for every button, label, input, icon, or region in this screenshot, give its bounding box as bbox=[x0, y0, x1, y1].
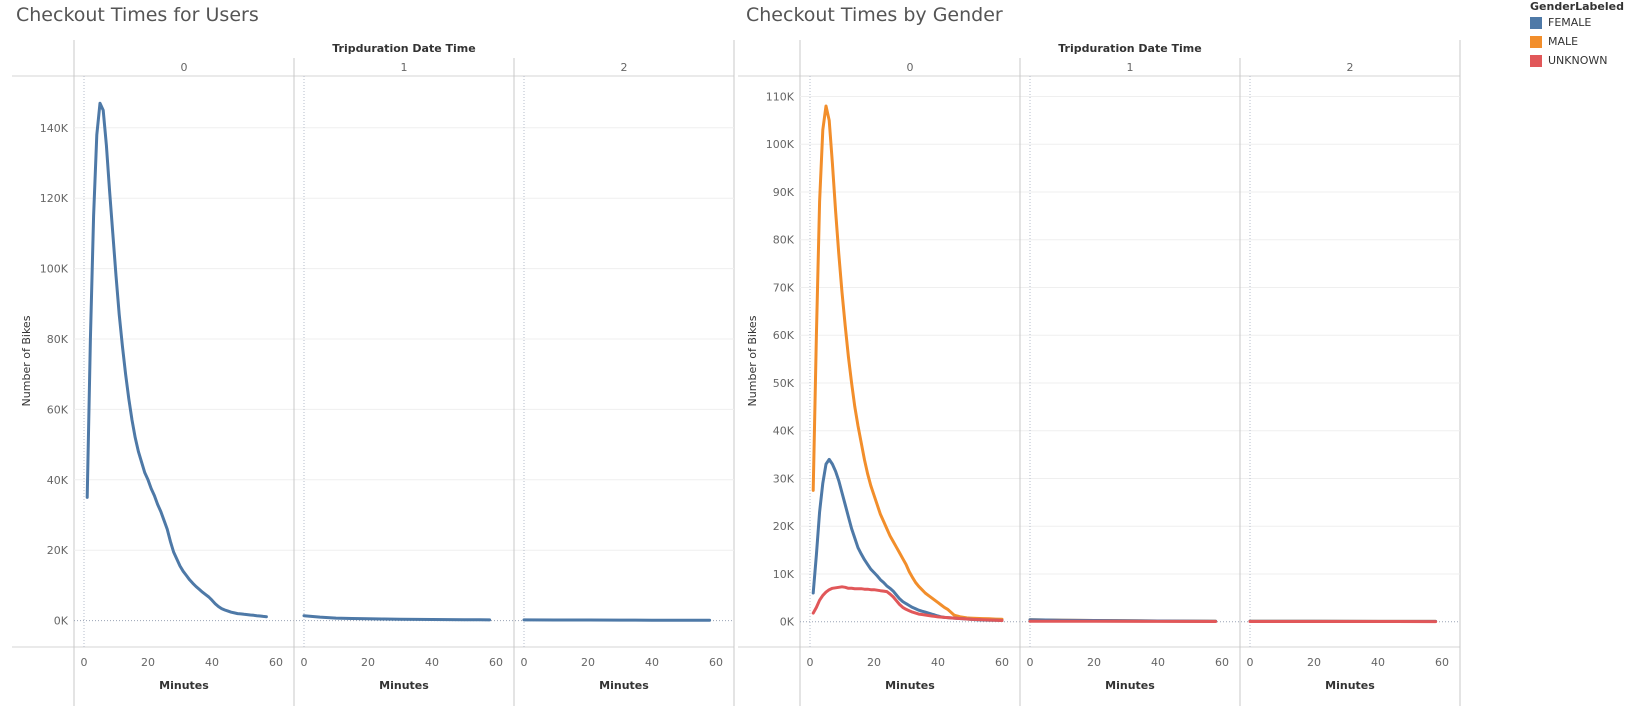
gender-y-tick-label: 100K bbox=[766, 138, 795, 151]
gender-x-axis-title: Minutes bbox=[885, 679, 935, 692]
users-y-tick-label: 60K bbox=[47, 403, 69, 416]
gender-x-tick-label: 40 bbox=[931, 656, 945, 669]
legend-label-unknown: UNKNOWN bbox=[1548, 54, 1608, 67]
users-column-header: Tripduration Date Time bbox=[332, 42, 475, 55]
gender-x-tick-label: 40 bbox=[1371, 656, 1385, 669]
gender-male-line-panel-0 bbox=[811, 104, 1004, 621]
gender-female-line-panel-0 bbox=[811, 457, 1004, 622]
users-x-axis-title: Minutes bbox=[379, 679, 429, 692]
users-y-tick-label: 140K bbox=[40, 122, 69, 135]
gender-y-tick-label: 70K bbox=[773, 281, 795, 294]
users-x-tick-label: 20 bbox=[141, 656, 155, 669]
legend-swatch-male bbox=[1530, 35, 1542, 48]
legend-item-male[interactable]: MALE bbox=[1530, 32, 1626, 51]
users-x-axis-title: Minutes bbox=[159, 679, 209, 692]
gender-column-header: Tripduration Date Time bbox=[1058, 42, 1201, 55]
gender-x-axis-title: Minutes bbox=[1105, 679, 1155, 692]
legend-label-female: FEMALE bbox=[1548, 16, 1592, 29]
users-x-tick-label: 20 bbox=[581, 656, 595, 669]
gender-unknown-line-panel-0 bbox=[811, 585, 1004, 622]
gender-y-tick-label: 60K bbox=[773, 329, 795, 342]
users-series-0-line-panel-0 bbox=[85, 101, 268, 619]
users-y-tick-label: 80K bbox=[47, 333, 69, 346]
chart-title-users: Checkout Times for Users bbox=[16, 4, 259, 26]
users-chart: Tripduration Date Time 0K 20K 40K 60K 80K 100K… bbox=[12, 40, 735, 706]
legend-title: GenderLabeled bbox=[1530, 0, 1624, 13]
users-x-tick-label: 40 bbox=[645, 656, 659, 669]
gender-legend: GenderLabeled FEMALE MALE UNKNOWN bbox=[1530, 0, 1626, 70]
gender-y-tick-label: 40K bbox=[773, 425, 795, 438]
users-x-tick-label: 60 bbox=[489, 656, 503, 669]
gender-y-tick-label: 30K bbox=[773, 472, 795, 485]
gender-panel-header: 0 bbox=[907, 61, 914, 74]
gender-y-axis-title: Number of Bikes bbox=[746, 315, 759, 406]
gender-chart: Tripduration Date Time 0K 10K 20K 30K 40K 50K 6… bbox=[738, 40, 1461, 706]
gender-x-tick-label: 0 bbox=[1027, 656, 1034, 669]
gender-x-tick-label: 20 bbox=[1087, 656, 1101, 669]
gender-panel-header: 1 bbox=[1127, 61, 1134, 74]
users-y-tick-label: 120K bbox=[40, 192, 69, 205]
gender-x-tick-label: 20 bbox=[867, 656, 881, 669]
users-y-tick-label: 40K bbox=[47, 474, 69, 487]
legend-item-female[interactable]: FEMALE bbox=[1530, 13, 1626, 32]
users-y-axis-title: Number of Bikes bbox=[20, 315, 33, 406]
gender-x-tick-label: 60 bbox=[995, 656, 1009, 669]
users-x-tick-label: 60 bbox=[269, 656, 283, 669]
gender-y-tick-label: 0K bbox=[780, 616, 795, 629]
legend-swatch-unknown bbox=[1530, 54, 1542, 67]
gender-panel-header: 2 bbox=[1347, 61, 1354, 74]
legend-swatch-female bbox=[1530, 16, 1542, 29]
gender-x-tick-label: 20 bbox=[1307, 656, 1321, 669]
gender-x-tick-label: 40 bbox=[1151, 656, 1165, 669]
gender-y-tick-label: 110K bbox=[766, 90, 795, 103]
gender-x-tick-label: 0 bbox=[807, 656, 814, 669]
users-x-tick-label: 0 bbox=[521, 656, 528, 669]
gender-x-tick-label: 60 bbox=[1435, 656, 1449, 669]
gender-y-tick-label: 80K bbox=[773, 234, 795, 247]
users-x-axis-title: Minutes bbox=[599, 679, 649, 692]
users-y-tick-label: 20K bbox=[47, 544, 69, 557]
gender-y-tick-label: 20K bbox=[773, 520, 795, 533]
users-panel-header: 0 bbox=[181, 61, 188, 74]
users-x-tick-label: 40 bbox=[205, 656, 219, 669]
legend-label-male: MALE bbox=[1548, 35, 1579, 48]
gender-x-tick-label: 0 bbox=[1247, 656, 1254, 669]
gender-x-axis-title: Minutes bbox=[1325, 679, 1375, 692]
users-x-tick-label: 0 bbox=[81, 656, 88, 669]
gender-y-tick-label: 50K bbox=[773, 377, 795, 390]
users-x-tick-label: 60 bbox=[709, 656, 723, 669]
users-y-tick-label: 0K bbox=[54, 615, 69, 628]
chart-title-gender: Checkout Times by Gender bbox=[746, 4, 1003, 26]
users-panel-header: 2 bbox=[621, 61, 628, 74]
users-x-tick-label: 40 bbox=[425, 656, 439, 669]
users-x-tick-label: 20 bbox=[361, 656, 375, 669]
gender-y-tick-label: 10K bbox=[773, 568, 795, 581]
legend-item-unknown[interactable]: UNKNOWN bbox=[1530, 51, 1626, 70]
users-panel-header: 1 bbox=[401, 61, 408, 74]
users-x-tick-label: 0 bbox=[301, 656, 308, 669]
gender-x-tick-label: 60 bbox=[1215, 656, 1229, 669]
users-series-0-line-panel-1 bbox=[302, 614, 492, 622]
gender-y-tick-label: 90K bbox=[773, 186, 795, 199]
users-y-tick-label: 100K bbox=[40, 263, 69, 276]
